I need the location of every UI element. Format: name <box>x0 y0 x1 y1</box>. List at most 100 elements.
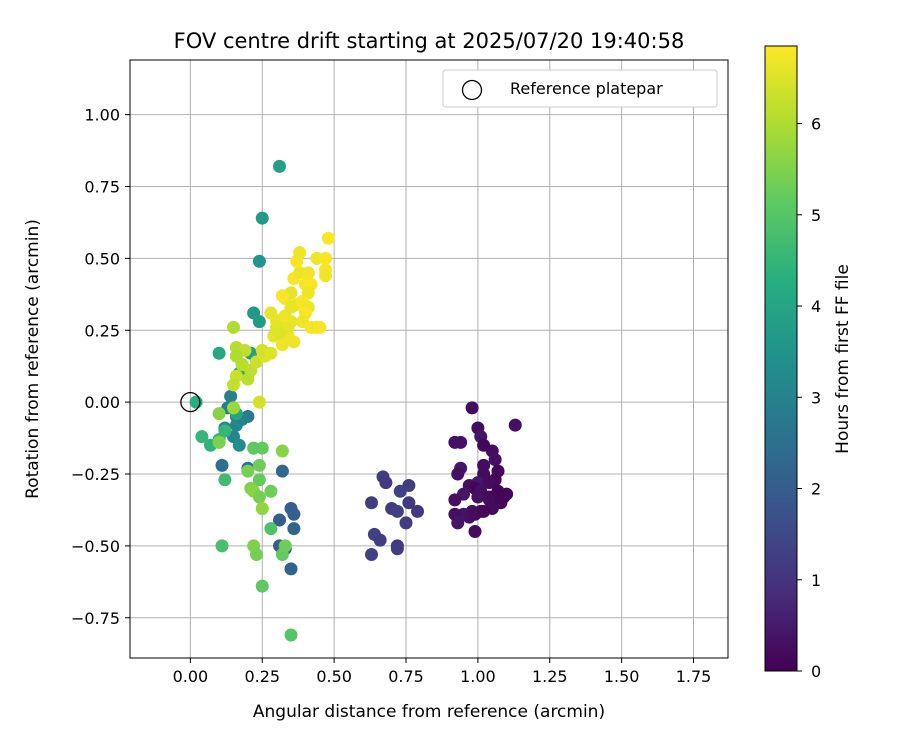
data-point <box>252 395 266 409</box>
data-point <box>477 438 491 452</box>
data-point <box>232 438 246 452</box>
x-tick-label: 0.25 <box>244 667 280 686</box>
y-tick-label: −0.50 <box>71 537 120 556</box>
data-point <box>215 458 229 472</box>
data-point <box>212 407 226 421</box>
data-point <box>227 401 240 415</box>
y-axis-label: Rotation from reference (arcmin) <box>23 219 43 499</box>
data-point <box>212 435 226 449</box>
colorbar-tick-label: 0 <box>811 662 821 681</box>
plot-frame <box>129 59 729 659</box>
data-point <box>273 159 286 173</box>
data-point <box>255 211 269 225</box>
legend-label-reference: Reference platepar <box>510 79 663 98</box>
data-point <box>227 378 240 392</box>
y-axis-ticks: −0.75 −0.50 −0.25 0.00 0.25 0.50 0.75 1.00 <box>71 106 130 628</box>
y-tick-label: −0.25 <box>71 465 120 484</box>
data-point <box>252 315 266 329</box>
colorbar-tick-label: 2 <box>811 480 821 499</box>
data-point <box>252 458 266 472</box>
colorbar: 0 1 2 3 4 5 6 Hours from first FF file <box>764 45 853 681</box>
data-point <box>252 490 266 504</box>
x-tick-label: 0.75 <box>388 667 424 686</box>
data-point <box>390 542 404 556</box>
data-point <box>393 484 407 498</box>
data-point <box>195 430 209 444</box>
data-point <box>273 513 286 527</box>
colorbar-gradient <box>764 45 798 672</box>
y-tick-label: −0.75 <box>71 609 120 628</box>
data-point <box>313 320 327 334</box>
data-point <box>252 254 266 268</box>
data-point <box>275 464 289 478</box>
data-point <box>451 467 465 481</box>
data-points <box>189 159 522 642</box>
data-point <box>189 395 203 409</box>
data-point <box>264 522 278 536</box>
data-point <box>284 562 298 576</box>
x-tick-label: 0.50 <box>316 667 352 686</box>
data-point <box>218 473 232 487</box>
legend-box <box>442 69 718 108</box>
x-tick-label: 1.50 <box>604 667 640 686</box>
x-tick-label: 1.25 <box>532 667 568 686</box>
x-tick-label: 0.00 <box>173 667 209 686</box>
data-point <box>212 346 226 360</box>
data-point <box>321 231 335 245</box>
data-point <box>448 493 462 507</box>
data-point <box>301 266 315 280</box>
data-point <box>319 251 332 265</box>
data-point <box>319 269 332 283</box>
data-point <box>468 525 482 538</box>
data-point <box>224 389 238 403</box>
data-point <box>284 300 298 314</box>
chart-title: FOV centre drift starting at 2025/07/20 … <box>174 29 685 53</box>
colorbar-tick-label: 1 <box>811 571 821 590</box>
colorbar-label: Hours from first FF file <box>833 264 853 454</box>
x-axis-ticks: 0.00 0.25 0.50 0.75 1.00 1.25 1.50 1.75 <box>173 658 711 686</box>
data-point <box>275 289 289 303</box>
data-point <box>508 418 522 432</box>
data-point <box>250 548 263 561</box>
data-point <box>273 326 286 340</box>
data-point <box>471 490 485 504</box>
data-point <box>373 533 387 547</box>
grid <box>130 60 728 658</box>
data-point <box>255 579 269 593</box>
y-tick-label: 0.50 <box>84 249 120 268</box>
data-point <box>218 424 232 438</box>
data-point <box>264 346 278 360</box>
x-tick-label: 1.00 <box>460 667 496 686</box>
data-point <box>482 476 496 490</box>
colorbar-ticks: 0 1 2 3 4 5 6 <box>797 115 821 681</box>
data-point <box>451 516 465 530</box>
data-point <box>365 548 378 561</box>
colorbar-tick-label: 4 <box>811 297 821 316</box>
data-point <box>293 246 307 260</box>
data-point <box>287 335 301 349</box>
data-point <box>284 628 298 642</box>
data-point <box>278 539 292 553</box>
data-point <box>411 504 424 518</box>
legend: Reference platepar <box>442 69 718 108</box>
legend-marker-reference <box>461 79 483 101</box>
data-point <box>264 484 278 498</box>
data-point <box>390 504 404 518</box>
colorbar-tick-label: 3 <box>811 388 821 407</box>
data-point <box>241 372 255 386</box>
reference-platepar-marker <box>180 391 201 413</box>
data-point <box>465 401 479 415</box>
y-tick-label: 0.25 <box>84 321 120 340</box>
reference-marker-group <box>180 391 201 413</box>
x-axis-label: Angular distance from reference (arcmin) <box>253 702 605 722</box>
data-point <box>477 504 491 518</box>
data-point <box>275 444 289 458</box>
data-point <box>227 320 240 334</box>
data-point <box>287 507 301 521</box>
y-tick-label: 0.00 <box>84 393 120 412</box>
data-point <box>247 441 261 455</box>
data-point <box>255 502 269 515</box>
data-point <box>287 522 301 536</box>
